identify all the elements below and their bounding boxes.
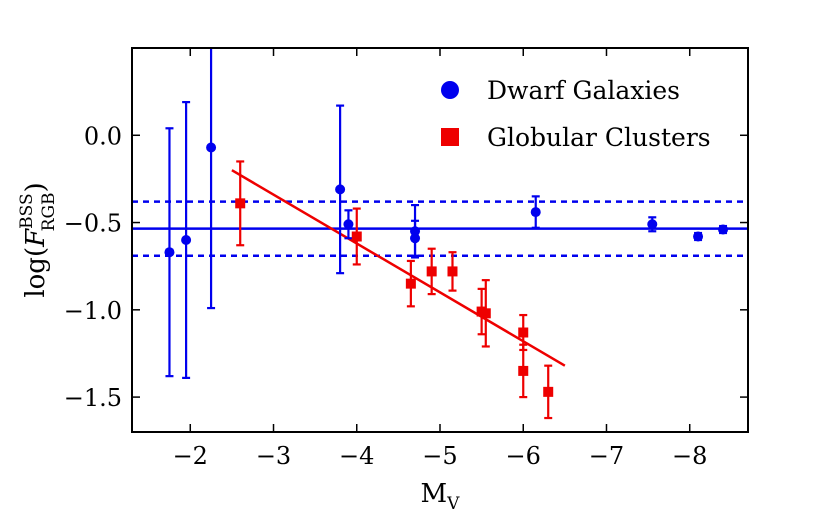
y-axis-label-sub: RGB [39, 192, 59, 231]
data-point-dwarf-galaxies [718, 224, 729, 235]
data-point-dwarf-galaxies [164, 247, 175, 258]
y-axis-label: log(FBSS RGB) [17, 182, 59, 297]
y-axis-label-sup: BSS [17, 193, 37, 229]
data-point-globular-clusters [426, 266, 437, 277]
x-tick-label: −4 [339, 442, 374, 470]
legend-label-dwarf-galaxies: Dwarf Galaxies [487, 76, 680, 105]
data-point-globular-clusters [518, 365, 529, 376]
legend-marker-dwarf-galaxies [441, 81, 459, 99]
data-point-dwarf-galaxies [206, 142, 217, 153]
x-tick-label: −8 [672, 442, 707, 470]
data-point-dwarf-galaxies [693, 231, 704, 242]
data-point-globular-clusters [405, 278, 416, 289]
y-axis-label-suffix: ) [21, 182, 51, 192]
y-tick-label: −1.5 [64, 384, 122, 412]
data-point-dwarf-galaxies [335, 184, 346, 195]
legend: Dwarf Galaxies Globular Clusters [441, 76, 711, 152]
x-tick-label: −3 [256, 442, 291, 470]
data-point-globular-clusters [543, 386, 554, 397]
x-axis-label-sub: V [446, 494, 460, 514]
legend-marker-globular-clusters [441, 128, 459, 146]
data-point-dwarf-galaxies [410, 233, 421, 244]
fit-line [231, 169, 566, 367]
plot-frame [131, 47, 749, 433]
data-point-globular-clusters [518, 327, 529, 338]
legend-label-globular-clusters: Globular Clusters [487, 123, 711, 152]
data-point-globular-clusters [447, 266, 458, 277]
data-point-dwarf-galaxies [530, 207, 541, 218]
data-point-dwarf-galaxies [647, 219, 658, 230]
data-point-dwarf-galaxies [343, 219, 354, 230]
x-tick-label: −2 [173, 442, 208, 470]
data-point-dwarf-galaxies [410, 226, 421, 237]
x-axis-label: MV [421, 479, 461, 514]
x-axis-label-main: M [421, 479, 448, 509]
y-tick-label: −1.0 [64, 297, 122, 325]
data-point-dwarf-galaxies [181, 235, 192, 245]
data-point-globular-clusters [351, 231, 362, 242]
y-tick-label: 0.0 [84, 122, 122, 150]
x-tick-label: −5 [422, 442, 457, 470]
x-tick-label: −7 [589, 442, 624, 470]
x-tick-label: −6 [506, 442, 541, 470]
data-point-globular-clusters [235, 198, 246, 209]
y-axis-label-var: F [21, 228, 51, 248]
data-point-globular-clusters [480, 308, 491, 319]
y-tick-label: −0.5 [64, 210, 122, 238]
y-axis-label-prefix: log( [21, 247, 51, 298]
